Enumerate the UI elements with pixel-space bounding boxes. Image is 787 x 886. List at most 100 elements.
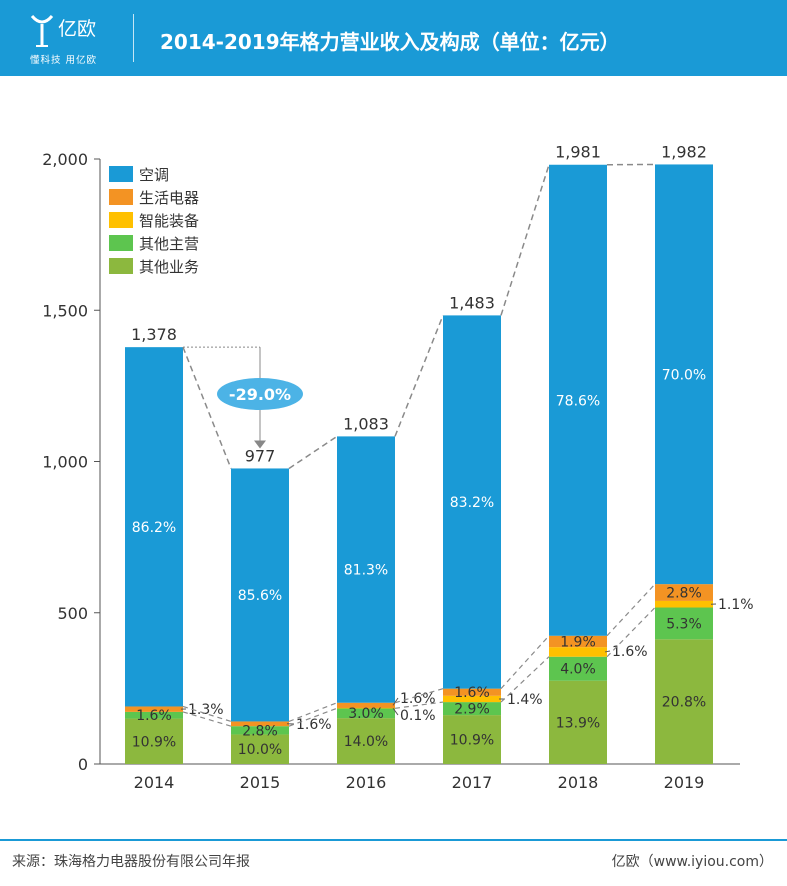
bar-segment <box>549 635 607 648</box>
bar-segment <box>443 695 501 703</box>
total-connector-line <box>394 315 444 437</box>
header-divider <box>133 14 134 62</box>
callout-leader-line <box>392 697 399 706</box>
segment-value-label: 10.9% <box>132 734 176 750</box>
bar-segment <box>231 726 289 735</box>
logo-text: 亿欧 <box>58 18 97 40</box>
callout-leader-line <box>604 650 611 653</box>
bar-segment <box>443 702 501 716</box>
bar-segment <box>125 347 183 707</box>
segment-value-label: 10.9% <box>450 733 494 749</box>
callout-value-label: 0.1% <box>400 708 436 724</box>
segment-value-label: 1.6% <box>136 708 172 724</box>
bar-segment <box>549 647 607 657</box>
stacked-bar-chart: 0 500 1,000 1,500 2,000 2014 1,378 2015 977 2016 1… <box>42 142 754 792</box>
segment-value-label: 2.8% <box>666 586 702 602</box>
y-tick-label: 0 <box>78 755 88 774</box>
segment-value-label: 3.0% <box>348 706 384 722</box>
bar-segment <box>443 688 501 696</box>
brand-credit: 亿欧（www.iyiou.com） <box>611 854 773 870</box>
segment-value-label: 85.6% <box>238 588 282 604</box>
callout-value-label: 1.6% <box>400 691 436 707</box>
legend-swatch <box>109 258 133 274</box>
legend-label: 其他业务 <box>139 258 199 276</box>
bar-segment <box>231 468 289 722</box>
segment-value-label: 86.2% <box>132 520 176 536</box>
segment-value-label: 13.9% <box>556 715 600 731</box>
page-title: 2014-2019年格力营业收入及构成（单位：亿元） <box>160 30 620 54</box>
total-value-label: 1,083 <box>343 414 389 433</box>
total-connector-line <box>500 164 550 316</box>
callout-value-label: 1.4% <box>507 692 543 708</box>
bar-segment <box>125 718 183 764</box>
callout-leader-line <box>392 707 399 716</box>
bar-segment <box>655 607 713 640</box>
legend-swatch <box>109 212 133 228</box>
x-tick-label: 2017 <box>452 773 493 792</box>
yiou-logo-icon <box>30 14 54 47</box>
bar-segment <box>549 656 607 681</box>
bar-segment <box>337 718 395 764</box>
segment-value-label: 78.6% <box>556 393 600 409</box>
segment-value-label: 20.8% <box>662 695 706 711</box>
segment-connector-line <box>606 607 656 658</box>
x-tick-label: 2014 <box>134 773 175 792</box>
segment-value-label: 81.3% <box>344 563 388 579</box>
bar-segment <box>337 708 395 719</box>
legend-swatch <box>109 189 133 205</box>
callout-value-label: 1.3% <box>188 702 224 718</box>
segment-value-label: 83.2% <box>450 495 494 511</box>
legend-swatch <box>109 235 133 251</box>
total-value-label: 977 <box>245 446 276 465</box>
x-tick-label: 2019 <box>664 773 705 792</box>
y-tick-label: 1,500 <box>42 301 88 320</box>
footer-divider <box>0 839 787 841</box>
bar-segment <box>443 315 501 689</box>
total-connector-line <box>182 346 232 469</box>
segment-value-label: 4.0% <box>560 662 596 678</box>
bar-segment <box>125 706 183 712</box>
segment-connector-line <box>500 635 550 690</box>
total-value-label: 1,982 <box>661 142 707 161</box>
callout-value-label: 1.6% <box>296 717 332 733</box>
bar-segment <box>655 584 713 601</box>
annotation-badge <box>217 378 303 410</box>
segment-connector-line <box>606 583 656 637</box>
bar-segment <box>549 680 607 764</box>
legend-label: 空调 <box>139 166 169 184</box>
segment-value-label: 10.0% <box>238 742 282 758</box>
segment-value-label: 14.0% <box>344 734 388 750</box>
total-value-label: 1,981 <box>555 143 601 162</box>
bar-segment <box>125 711 183 719</box>
segment-connector-line <box>500 656 550 703</box>
segment-value-label: 5.3% <box>666 616 702 632</box>
bar-segment <box>231 734 289 764</box>
segment-value-label: 1.9% <box>560 634 596 650</box>
total-connector-line <box>288 435 338 470</box>
x-tick-label: 2015 <box>240 773 281 792</box>
total-value-label: 1,483 <box>449 293 495 312</box>
bar-segment <box>655 600 713 608</box>
bar-segment <box>231 721 289 727</box>
segment-value-label: 2.8% <box>242 723 278 739</box>
legend-label: 其他主营 <box>139 235 199 253</box>
x-tick-label: 2016 <box>346 773 387 792</box>
bar-segment <box>655 164 713 585</box>
legend-label: 智能装备 <box>139 212 199 230</box>
bar-segment <box>655 639 713 764</box>
segment-value-label: 1.6% <box>454 685 490 701</box>
annotation-text: -29.0% <box>229 385 291 404</box>
logo-tagline: 懂科技 用亿欧 <box>30 55 98 66</box>
bar-segment <box>443 715 501 764</box>
bar-segment <box>337 707 395 709</box>
legend-swatch <box>109 166 133 182</box>
legend-label: 生活电器 <box>139 189 199 207</box>
y-tick-label: 500 <box>57 604 88 623</box>
callout-value-label: 1.6% <box>612 644 648 660</box>
total-value-label: 1,378 <box>131 325 177 344</box>
segment-value-label: 2.9% <box>454 702 490 718</box>
bar-segment <box>337 436 395 703</box>
annotation-arrow-head <box>254 440 266 449</box>
bar-segment <box>337 702 395 708</box>
callout-value-label: 1.1% <box>718 597 754 613</box>
